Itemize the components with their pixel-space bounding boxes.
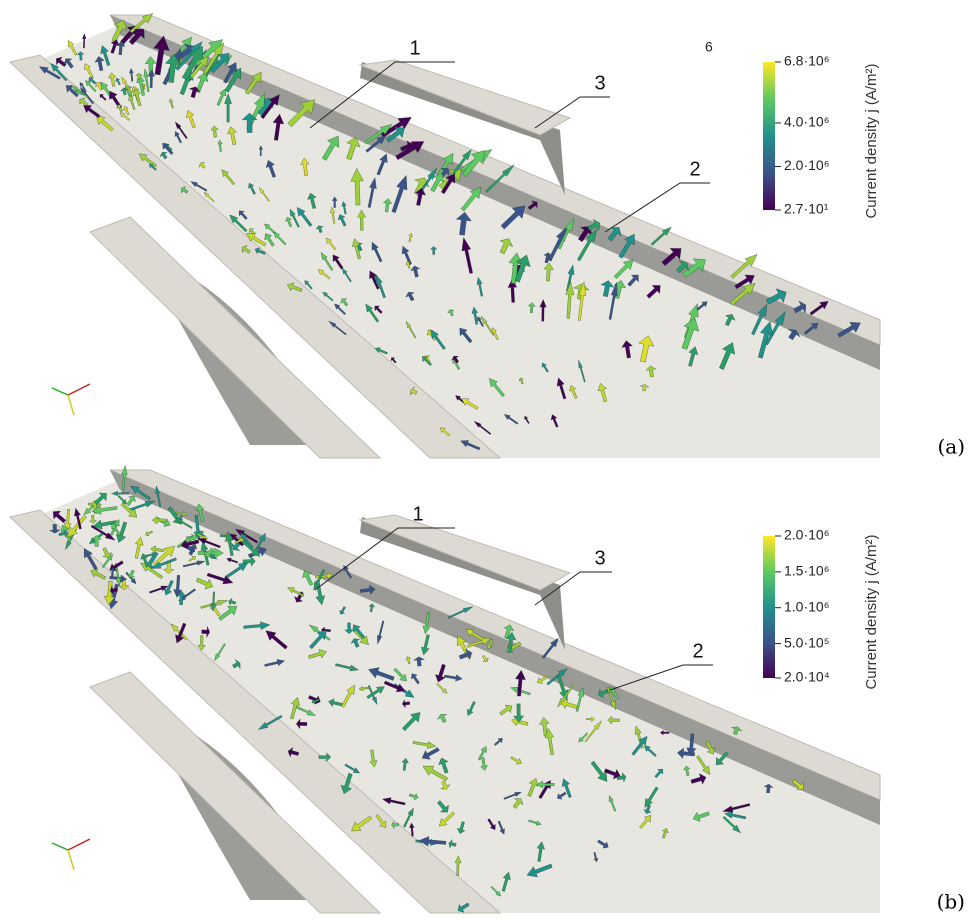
axis-glyph (68, 839, 90, 850)
colorbar-tick-label: 2.7·10¹ (784, 201, 829, 217)
scene-render (10, 10, 880, 458)
colorbar (763, 62, 775, 210)
axis-glyph (68, 850, 74, 870)
colorbar-title: Current density j (A/m²) (863, 534, 880, 689)
callout-number: 3 (594, 72, 605, 94)
stray-label: 6 (705, 39, 713, 55)
scene-render (10, 465, 880, 914)
axis-glyph (68, 395, 74, 415)
colorbar-tick-label: 1.5·10⁶ (784, 563, 829, 579)
callout-number: 1 (409, 37, 420, 59)
colorbar-title: Current density j (A/m²) (863, 63, 880, 218)
callout-number: 2 (689, 158, 700, 180)
colorbar-tick-label: 1.0·10⁶ (784, 598, 829, 614)
callout-number: 1 (412, 503, 423, 525)
colorbar-tick-label: 5.0·10⁵ (784, 634, 830, 650)
figure: 1 2 3 6 (a) 6.8·10⁶ 4.0·10⁶ 2.0·10⁶ 2.7·10¹ Curre… (0, 0, 980, 920)
colorbar-tick-label: 2.0·10⁶ (784, 527, 829, 543)
panel: 1 2 3 6 (10, 10, 880, 458)
colorbar-tick-label: 2.0·10⁴ (784, 669, 830, 685)
callout-number: 2 (692, 640, 703, 662)
panel-label: (b) (937, 890, 965, 914)
colorbar-tick-label: 2.0·10⁶ (784, 157, 829, 173)
axis-glyph (52, 388, 68, 395)
panel: 1 2 3 (10, 465, 880, 914)
colorbar (763, 536, 775, 678)
panel-label: (a) (937, 435, 965, 459)
colorbar-tick-label: 6.8·10⁶ (784, 53, 829, 69)
colorbar-tick-label: 4.0·10⁶ (784, 114, 829, 130)
axis-glyph (52, 843, 68, 850)
axis-glyph (68, 384, 90, 395)
callout-number: 3 (594, 547, 605, 569)
